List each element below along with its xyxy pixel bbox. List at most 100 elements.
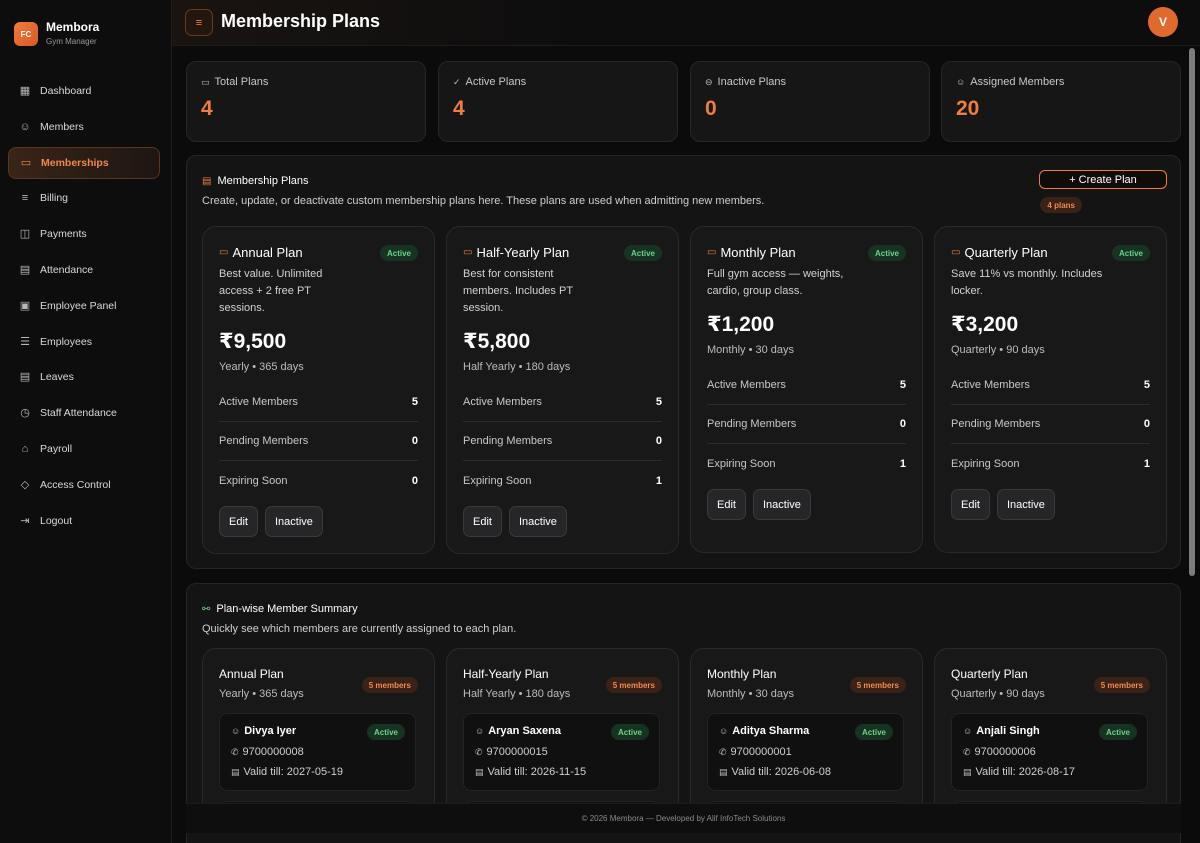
plan-stat-label: Active Members [707,379,786,391]
sidebar-item-label: Dashboard [40,85,92,97]
member-valid-till: Valid till: 2027-05-19 [243,766,343,778]
brand[interactable]: FC Membora Gym Manager [14,20,99,48]
plan-stat-value: 5 [1143,379,1150,391]
summary-plan-name: Annual Plan [219,667,284,681]
stat-card-active-plans: ✓ Active Plans 4 [438,61,678,142]
edit-plan-button[interactable]: Edit [707,489,746,520]
member-phone: 9700000008 [242,746,304,758]
plans-icon: ▤ [202,175,212,187]
sidebar-item-label: Logout [40,514,73,527]
plan-stat-row: Pending Members 0 [707,405,906,444]
phone-icon: ✆ [963,746,971,757]
sidebar-nav: ▦ Dashboard ☺ Members ▭ Memberships ≡ Billing ◫ P… [8,75,160,540]
sidebar-item-memberships[interactable]: ▭ Memberships [8,146,160,179]
plan-stat-row: Pending Members 0 [951,405,1150,444]
sidebar-item-label: Access Control [40,478,111,491]
sidebar-item-label: Staff Attendance [40,407,117,420]
members-count-badge: 5 members [849,677,906,693]
summary-card: Quarterly Plan Quarterly • 90 days 5 membe… [934,648,1167,823]
sidebar-item-members[interactable]: ☺ Members [8,111,160,143]
member-summary-panel: ⚯ Plan-wise Member Summary Quickly see w… [186,583,1181,843]
stat-label: Total Plans [214,76,269,88]
plan-stat-label: Pending Members [219,435,309,447]
edit-plan-button[interactable]: Edit [219,506,258,537]
summary-card: Monthly Plan Monthly • 30 days 5 members ☺ A… [690,648,923,823]
scrollbar[interactable] [1189,48,1195,576]
plan-card: ▭ Half-Yearly Plan Active Best for consiste… [446,226,679,554]
member-item[interactable]: ☺ Anjali Singh Active ✆ 9700000006 ▤ Valid til… [951,713,1148,791]
user-icon: ☺ [475,726,485,736]
plan-stat-row: Pending Members 0 [219,422,418,461]
grid-icon: ▦ [19,85,31,97]
plan-stat-label: Expiring Soon [707,457,776,470]
plan-stat-label: Pending Members [707,418,797,430]
panel-subtitle: Create, update, or deactivate custom mem… [202,195,765,207]
sidebar-item-billing[interactable]: ≡ Billing [8,182,160,214]
sidebar-item-payroll[interactable]: ⌂ Payroll [8,433,160,465]
summary-plan-name: Quarterly Plan [951,667,1028,681]
member-item[interactable]: ☺ Aryan Saxena Active ✆ 9700000015 ▤ Valid til… [463,713,660,791]
plan-stat-row: Active Members 5 [951,366,1150,405]
user-avatar[interactable]: V [1148,7,1178,37]
member-item[interactable]: ☺ Aditya Sharma Active ✆ 9700000001 ▤ Valid ti… [707,713,904,791]
sidebar-item-employee-panel[interactable]: ▣ Employee Panel [8,290,160,322]
sidebar-item-attendance[interactable]: ▤ Attendance [8,254,160,286]
sidebar-item-logout[interactable]: ⇥ Logout [8,505,160,537]
plan-period: Monthly • 30 days [707,344,795,356]
member-valid-till: Valid till: 2026-08-17 [975,766,1075,778]
edit-plan-button[interactable]: Edit [463,506,502,537]
deactivate-plan-button[interactable]: Inactive [752,489,811,520]
stat-card-assigned-members: ☺ Assigned Members 20 [941,61,1181,142]
summary-plan-name: Monthly Plan [707,667,777,681]
member-item[interactable]: ☺ Divya Iyer Active ✆ 9700000008 ▤ Valid till:… [219,713,416,791]
plan-icon: ▭ [219,247,229,258]
users-icon: ☺ [956,77,966,87]
menu-toggle-button[interactable]: ≡ [185,9,213,36]
deactivate-plan-button[interactable]: Inactive [996,489,1055,520]
sidebar-item-employees[interactable]: ☰ Employees [8,326,160,358]
plan-card: ▭ Annual Plan Active Best value. Unlimited … [202,226,435,554]
clock-icon: ◷ [20,407,30,420]
edit-plan-button[interactable]: Edit [951,489,990,520]
users-icon: ☺ [19,120,31,133]
sidebar-item-dashboard[interactable]: ▦ Dashboard [8,75,160,107]
topbar: ≡ Membership Plans V [172,0,1200,46]
summary-plan-period: Monthly • 30 days [707,688,795,700]
sidebar-item-label: Memberships [41,156,109,169]
plan-stat-row: Active Members 5 [463,383,662,422]
calendar-x-icon: ▤ [19,371,31,384]
sidebar-item-payments[interactable]: ◫ Payments [8,218,160,250]
summary-plan-name: Half-Yearly Plan [463,667,549,681]
list-users-icon: ☰ [20,335,30,348]
plan-stat-label: Active Members [219,396,298,408]
sidebar-item-label: Attendance [40,263,94,276]
plan-stat-value: 1 [655,474,662,487]
create-plan-button[interactable]: + Create Plan [1039,170,1167,189]
sidebar-item-leaves[interactable]: ▤ Leaves [8,361,160,393]
summary-plan-period: Yearly • 365 days [219,688,304,700]
plan-stat-value: 0 [1143,418,1150,430]
plan-icon: ▭ [707,247,717,258]
stat-label: Inactive Plans [717,76,787,88]
brand-subtitle: Gym Manager [46,37,97,46]
sidebar-item-label: Members [40,120,84,133]
plan-stat-row: Expiring Soon 1 [951,444,1150,483]
hamburger-icon: ≡ [195,16,203,29]
plan-stat-row: Expiring Soon 1 [707,444,906,483]
sidebar-item-access-control[interactable]: ◇ Access Control [8,469,160,501]
plan-stat-value: 0 [411,474,418,487]
stat-label: Active Plans [465,76,527,88]
plan-stat-label: Expiring Soon [463,474,532,487]
sidebar-item-staff-attendance[interactable]: ◷ Staff Attendance [8,397,160,429]
plan-price: ₹9,500 [219,330,287,353]
deactivate-plan-button[interactable]: Inactive [264,506,323,537]
status-badge: Active [1111,245,1150,261]
phone-icon: ✆ [475,746,483,757]
status-badge: Active [379,245,418,261]
deactivate-plan-button[interactable]: Inactive [508,506,567,537]
shield-icon: ◇ [20,478,30,491]
member-status-badge: Active [610,724,649,740]
plan-stat-label: Expiring Soon [219,474,288,487]
logout-icon: ⇥ [20,514,30,527]
plan-stat-label: Pending Members [463,435,553,447]
